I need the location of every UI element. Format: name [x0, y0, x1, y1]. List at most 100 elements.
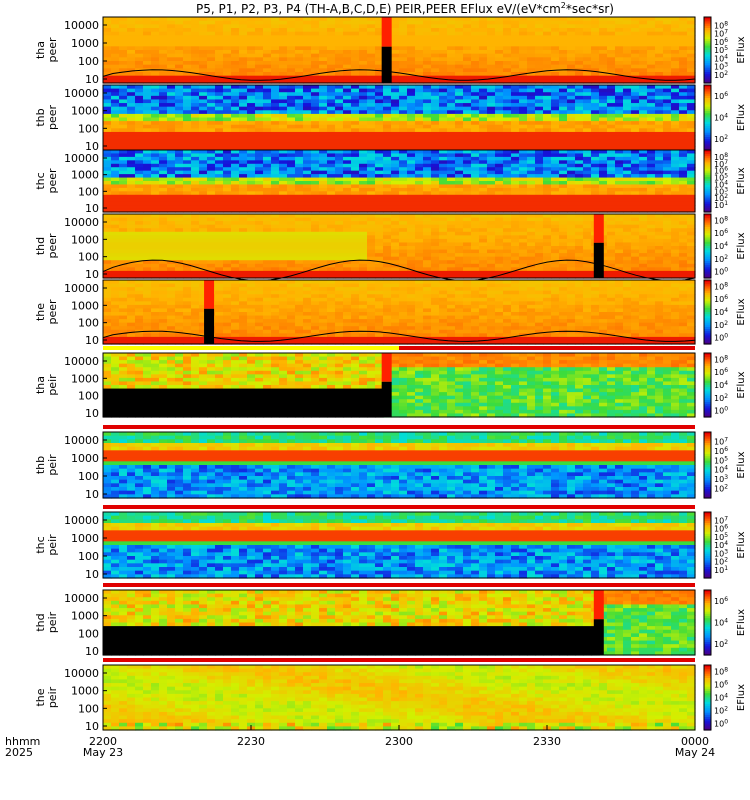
- colorbar-tick-label: 108: [714, 667, 728, 677]
- y-tick-label: 10000: [64, 514, 99, 527]
- colorbar-label: EFlux: [736, 232, 747, 259]
- panel-frame: [102, 149, 696, 213]
- panel-probe-label: the: [34, 303, 47, 321]
- panel-probe-label: thb: [34, 108, 47, 126]
- potential-line: [102, 330, 696, 342]
- y-tick-label: 100: [78, 627, 99, 640]
- x-axis-label-year: 2025: [5, 746, 33, 759]
- y-tick-label: 10000: [64, 592, 99, 605]
- y-tick-label: 1000: [71, 299, 99, 312]
- colorbar-frame: [703, 213, 712, 279]
- y-tick-label: 1000: [71, 105, 99, 118]
- y-tick-label: 100: [78, 702, 99, 715]
- colorbar-tick-label: 105: [714, 45, 728, 55]
- y-tick-label: 100: [78, 251, 99, 264]
- colorbar-tick-label: 101: [714, 200, 728, 210]
- panel-type-label: peer: [46, 168, 59, 194]
- colorbar-label: EFlux: [736, 36, 747, 63]
- panel-thd-peir: 10000 1000 100 10 thd peir 106 104 102 EFlux: [34, 583, 747, 658]
- panel-tha-peer: 10000 1000 100 10 tha peer 1081071061051041031…: [34, 16, 747, 86]
- colorbar-tick-label: 103: [714, 62, 728, 72]
- spectrogram-cells: [103, 590, 696, 656]
- y-tick-label: 1000: [71, 532, 99, 545]
- panel-frame: [102, 511, 696, 579]
- y-tick-label: 1000: [71, 610, 99, 623]
- colorbar-label: EFlux: [736, 371, 747, 398]
- y-tick-label: 10: [85, 488, 99, 501]
- panel-probe-label: thb: [34, 456, 47, 474]
- spectrogram-cells: [103, 214, 696, 279]
- x-tick-date: May 24: [675, 746, 715, 759]
- mode-bar: [103, 658, 695, 662]
- potential-line: [102, 69, 696, 81]
- potential-line: [102, 259, 696, 282]
- colorbar-tick-label: 104: [714, 380, 728, 390]
- y-tick-label: 10000: [64, 87, 99, 100]
- colorbar-frame: [703, 16, 712, 84]
- colorbar-tick-label: 100: [714, 333, 728, 343]
- panel-frame: [102, 16, 696, 84]
- colorbar-tick-label: 104: [714, 693, 728, 703]
- colorbar: 108 106 104 102 100 EFlux: [703, 664, 747, 731]
- panel-probe-label: thd: [34, 237, 47, 255]
- panel-frame: [102, 213, 696, 279]
- colorbar-label: EFlux: [736, 531, 747, 558]
- colorbar-tick-label: 104: [714, 465, 728, 475]
- y-tick-label: 10000: [64, 152, 99, 165]
- colorbar-tick-label: 104: [714, 179, 728, 189]
- gap-top: [381, 17, 392, 47]
- y-tick-label: 1000: [71, 37, 99, 50]
- x-tick-label: 2200: [89, 735, 117, 748]
- colorbar-tick-label: 108: [714, 354, 728, 364]
- figure-title: P5, P1, P2, P3, P4 (TH-A,B,C,D,E) PEIR,P…: [196, 1, 614, 16]
- panel-type-label: peer: [46, 37, 59, 63]
- data-gap: [381, 381, 392, 417]
- colorbar-tick-label: 108: [714, 215, 728, 225]
- mode-bar: [103, 583, 695, 587]
- colorbar-tick-label: 108: [714, 281, 728, 291]
- panel-frame: [102, 589, 696, 656]
- y-tick-label: 100: [78, 55, 99, 68]
- mode-bar: [103, 505, 695, 509]
- panel-probe-label: thc: [34, 536, 47, 553]
- colorbar-tick-label: 102: [714, 393, 728, 403]
- colorbar-frame: [703, 511, 712, 579]
- y-tick-label: 10: [85, 268, 99, 281]
- x-axis-label-hhmm: hhmm: [5, 735, 40, 748]
- spectrogram-cells: [103, 353, 696, 418]
- y-tick-label: 1000: [71, 169, 99, 182]
- colorbar-tick-label: 105: [714, 173, 728, 183]
- y-tick-label: 10000: [64, 434, 99, 447]
- y-tick-label: 10: [85, 334, 99, 347]
- y-tick-label: 10: [85, 720, 99, 733]
- colorbar-label: EFlux: [736, 167, 747, 194]
- spectrogram-cells: [103, 280, 696, 345]
- colorbar-frame: [703, 431, 712, 499]
- colorbar-tick-label: 106: [714, 680, 728, 690]
- colorbar-tick-label: 104: [714, 241, 728, 251]
- panel-type-label: peer: [46, 233, 59, 259]
- gap-top: [593, 590, 604, 620]
- spectrogram-cells: [103, 432, 696, 499]
- y-tick-label: 10000: [64, 19, 99, 32]
- colorbar-tick-label: 100: [714, 719, 728, 729]
- colorbar-tick-label: 107: [714, 515, 728, 525]
- colorbar-tick-label: 102: [714, 639, 728, 649]
- colorbar-tick-label: 102: [714, 706, 728, 716]
- colorbar-tick-label: 106: [714, 524, 728, 534]
- x-tick-date: May 23: [83, 746, 123, 759]
- y-tick-label: 10000: [64, 667, 99, 680]
- gap-top: [204, 280, 215, 309]
- colorbar-tick-label: 105: [714, 455, 728, 465]
- panel-the-peer: 10000 1000 100 10 the peer 108 106 104 102 100 EFlu…: [34, 279, 747, 347]
- y-tick-label: 10000: [64, 355, 99, 368]
- colorbar-tick-label: 102: [714, 484, 728, 494]
- panel-type-label: peir: [46, 534, 59, 556]
- colorbar-tick-label: 104: [714, 113, 728, 123]
- panel-type-label: peer: [46, 105, 59, 131]
- y-tick-label: 1000: [71, 452, 99, 465]
